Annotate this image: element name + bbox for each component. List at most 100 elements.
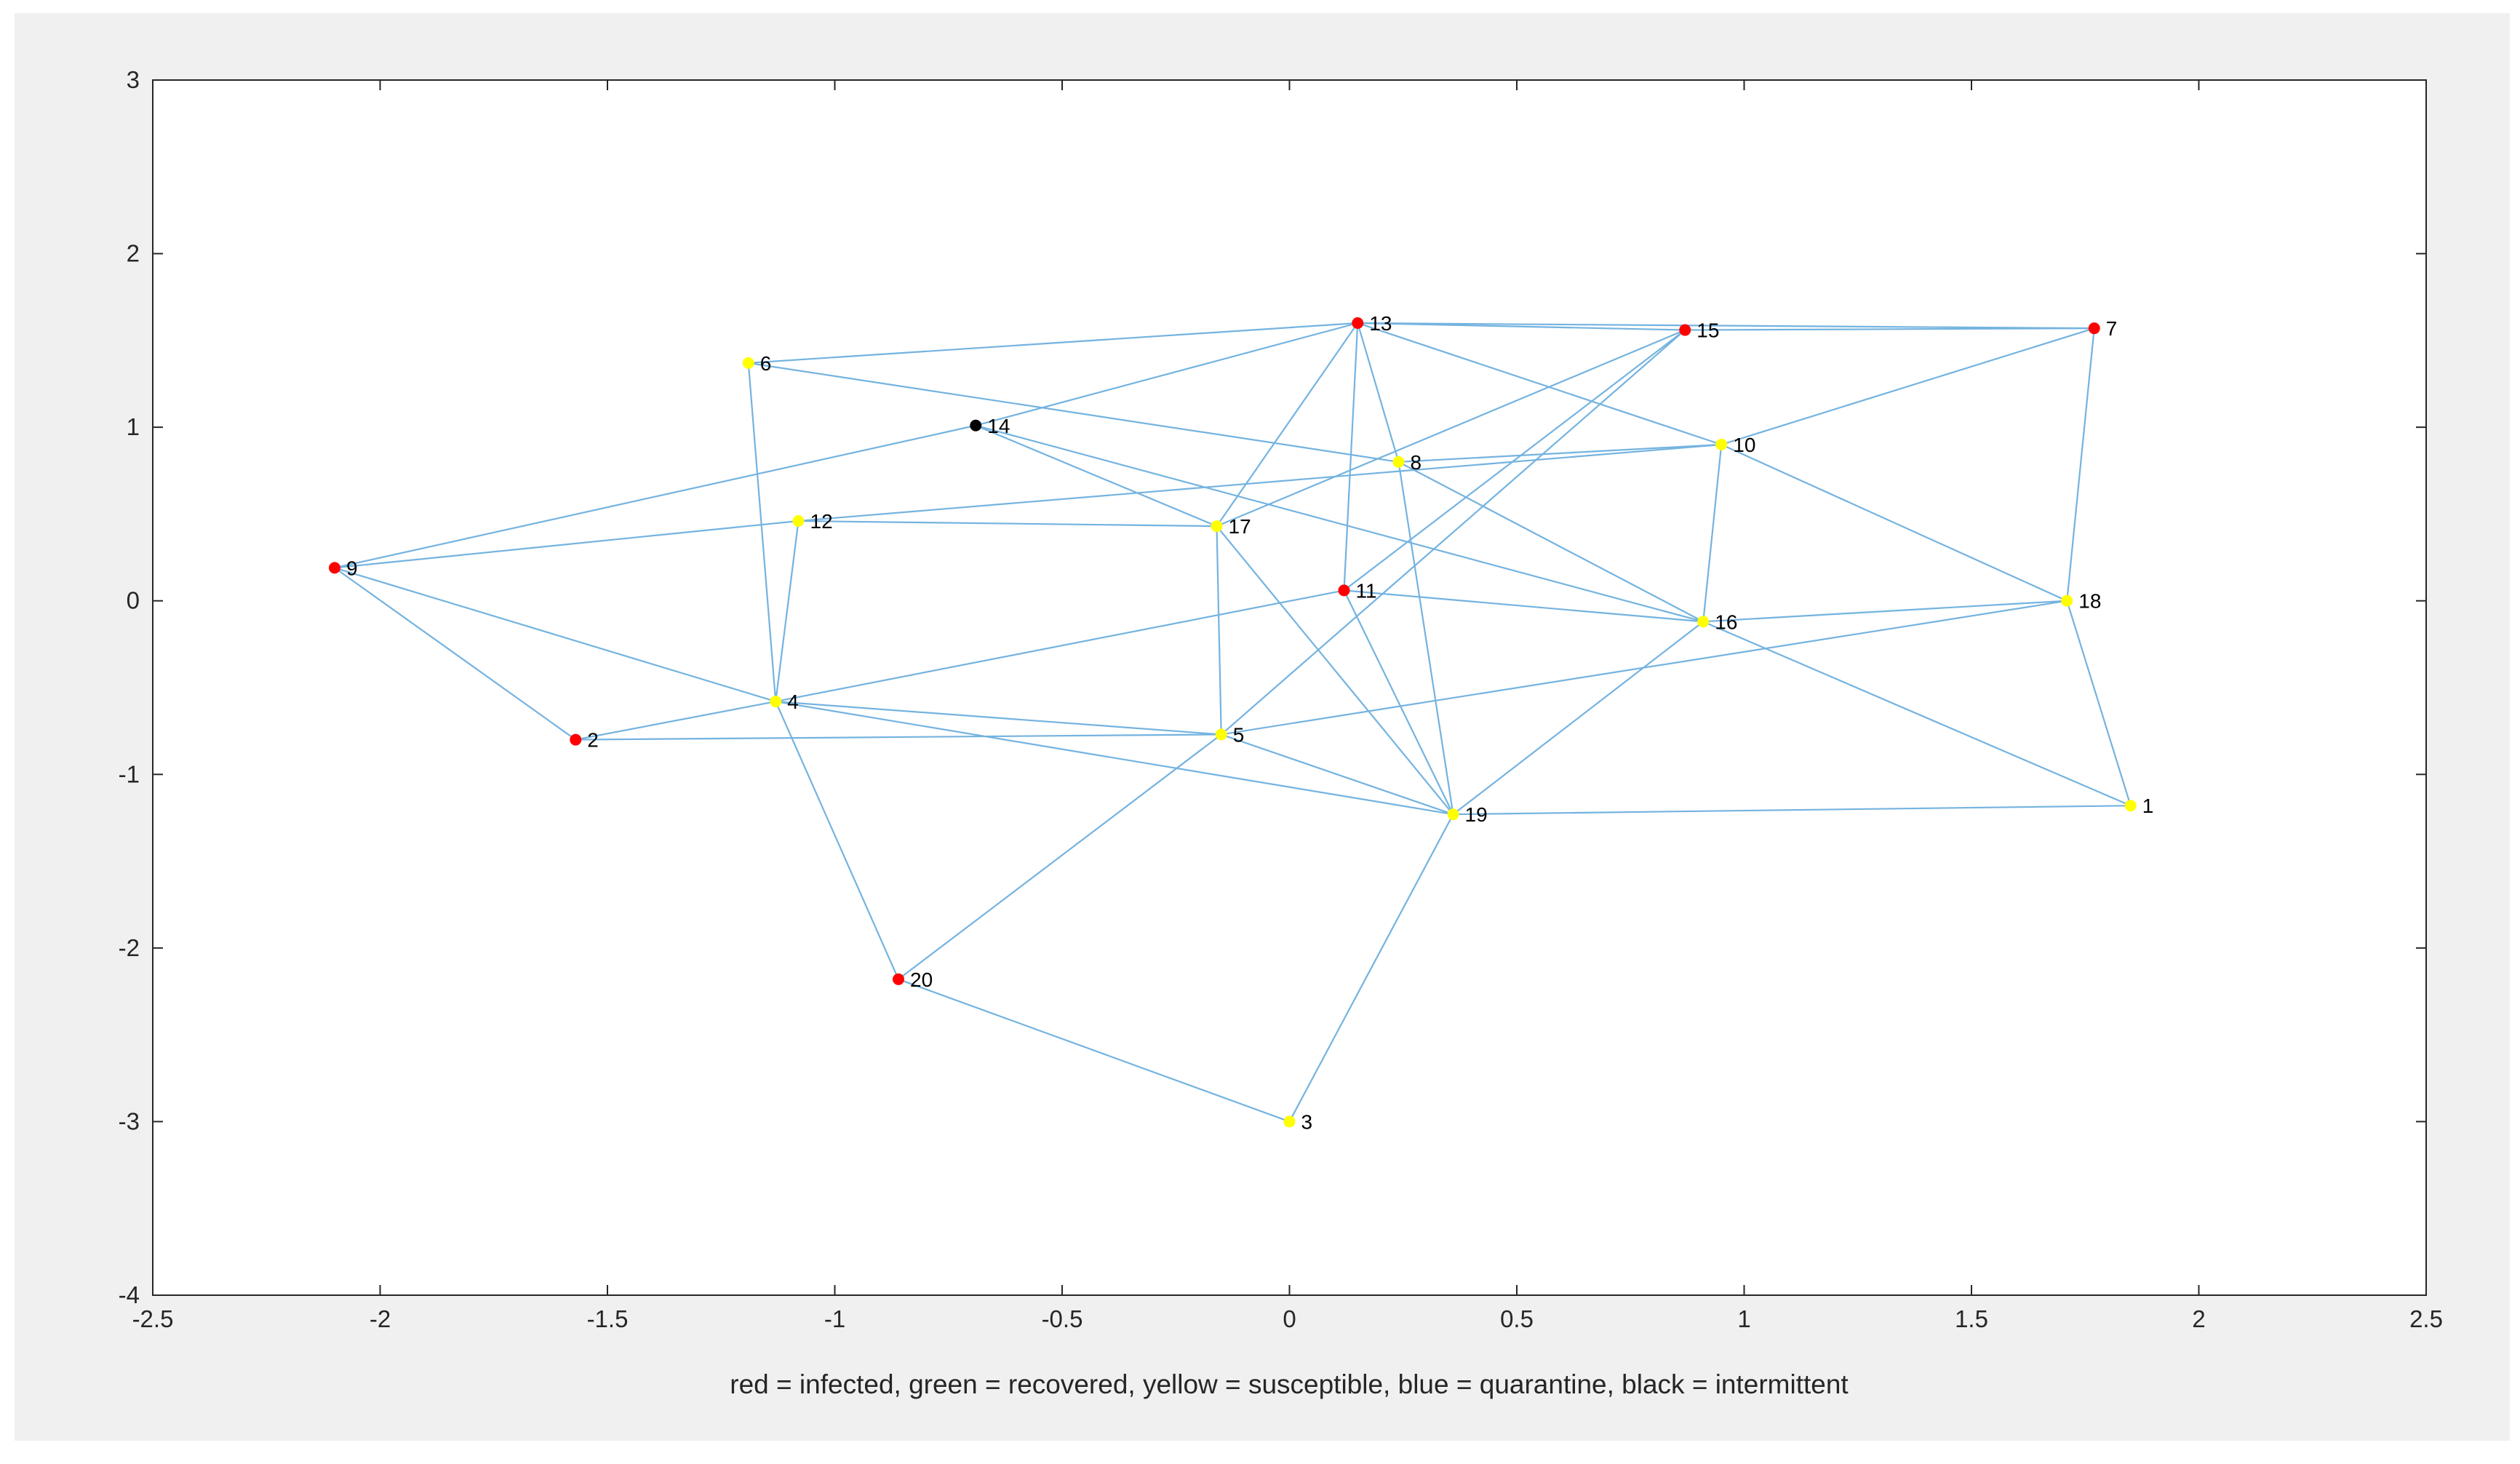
edge-4-2 bbox=[575, 701, 776, 741]
node-2 bbox=[570, 733, 582, 746]
edge-12-10 bbox=[798, 443, 1722, 522]
edge-10-18 bbox=[1720, 443, 2068, 602]
x-tick-label: -1 bbox=[824, 1305, 845, 1332]
edge-13-7 bbox=[1357, 322, 2094, 330]
node-label-17: 17 bbox=[1229, 515, 1251, 538]
edge-20-3 bbox=[898, 978, 1290, 1123]
node-label-1: 1 bbox=[2142, 795, 2154, 817]
y-tick-label: 3 bbox=[127, 66, 140, 93]
node-12 bbox=[792, 514, 805, 527]
node-label-2: 2 bbox=[587, 729, 599, 752]
node-19 bbox=[1447, 808, 1459, 821]
edge-6-8 bbox=[748, 362, 1399, 463]
edge-14-16 bbox=[975, 424, 1704, 623]
edge-7-18 bbox=[2066, 328, 2095, 601]
y-tick-label: -2 bbox=[119, 934, 140, 961]
node-label-13: 13 bbox=[1369, 312, 1392, 335]
edge-13-14 bbox=[975, 322, 1358, 426]
edge-8-19 bbox=[1397, 461, 1454, 815]
edge-13-11 bbox=[1343, 322, 1359, 591]
edge-17-5 bbox=[1216, 526, 1222, 735]
node-15 bbox=[1679, 324, 1691, 336]
node-label-11: 11 bbox=[1356, 579, 1377, 602]
node-3 bbox=[1283, 1115, 1296, 1128]
x-tick-label: 2 bbox=[2192, 1305, 2205, 1332]
node-label-4: 4 bbox=[787, 691, 799, 713]
node-label-8: 8 bbox=[1411, 451, 1422, 474]
edge-11-4 bbox=[775, 589, 1344, 703]
figure-window: 1 2 3 4 5 6 7 8 9 10 11 12 13 14 15 16 17 18 19 20 -2.5 -2 -1… bbox=[15, 13, 2510, 1441]
node-6 bbox=[742, 357, 754, 369]
node-13 bbox=[1352, 317, 1364, 329]
edge-12-17 bbox=[798, 520, 1217, 528]
node-label-6: 6 bbox=[760, 352, 772, 375]
edge-8-16 bbox=[1397, 461, 1704, 623]
edge-16-19 bbox=[1452, 621, 1704, 816]
edge-10-16 bbox=[1702, 444, 1723, 622]
y-tick-label: -3 bbox=[119, 1107, 140, 1134]
edge-4-20 bbox=[775, 701, 900, 980]
node-label-16: 16 bbox=[1715, 610, 1737, 633]
edge-17-19 bbox=[1216, 525, 1454, 815]
edge-15-11 bbox=[1343, 329, 1686, 592]
edge-15-17 bbox=[1216, 329, 1686, 528]
x-tick-label: -0.5 bbox=[1042, 1305, 1083, 1332]
edge-6-13 bbox=[748, 322, 1358, 364]
node-label-20: 20 bbox=[910, 968, 933, 991]
edge-8-10 bbox=[1398, 443, 1722, 463]
node-9 bbox=[329, 562, 340, 574]
node-17 bbox=[1211, 520, 1223, 533]
node-18 bbox=[2061, 594, 2073, 607]
y-tick-label: 2 bbox=[127, 240, 140, 267]
edge-18-5 bbox=[1221, 600, 2068, 736]
edge-1-19 bbox=[1453, 805, 2131, 816]
edge-13-10 bbox=[1357, 322, 1722, 446]
node-label-7: 7 bbox=[2106, 317, 2118, 340]
node-20 bbox=[893, 973, 904, 985]
y-tick-label: 1 bbox=[127, 413, 140, 440]
axes-background bbox=[153, 80, 2426, 1295]
edge-18-1 bbox=[2066, 600, 2132, 806]
edge-11-19 bbox=[1343, 589, 1454, 815]
node-1 bbox=[2124, 800, 2137, 812]
node-14 bbox=[970, 419, 982, 431]
edge-9-12 bbox=[334, 520, 799, 569]
node-label-5: 5 bbox=[1233, 723, 1245, 746]
x-tick-label: 1 bbox=[1737, 1305, 1750, 1332]
edge-7-10 bbox=[1720, 327, 2095, 446]
edge-15-5 bbox=[1221, 329, 1686, 736]
y-tick-label: -4 bbox=[119, 1281, 140, 1308]
edge-14-17 bbox=[975, 424, 1217, 528]
node-16 bbox=[1697, 616, 1710, 628]
edge-16-1 bbox=[1702, 621, 2132, 807]
nodes-layer bbox=[329, 317, 2137, 1128]
edge-16-18 bbox=[1703, 600, 2068, 623]
y-tick-label: 0 bbox=[127, 587, 140, 614]
edge-4-19 bbox=[775, 701, 1454, 816]
node-8 bbox=[1392, 455, 1405, 468]
x-tick-label: 0.5 bbox=[1500, 1305, 1534, 1332]
node-label-3: 3 bbox=[1301, 1110, 1313, 1133]
node-7 bbox=[2088, 322, 2100, 335]
node-label-12: 12 bbox=[810, 510, 833, 533]
node-label-18: 18 bbox=[2078, 590, 2101, 613]
edge-19-3 bbox=[1288, 813, 1454, 1122]
node-label-15: 15 bbox=[1696, 319, 1719, 342]
edges-layer bbox=[334, 322, 2132, 1123]
x-tick-label: -2 bbox=[370, 1305, 391, 1332]
y-tick-label: -1 bbox=[119, 760, 140, 787]
edge-4-5 bbox=[775, 700, 1221, 736]
edge-9-4 bbox=[334, 567, 776, 703]
node-label-10: 10 bbox=[1733, 434, 1755, 456]
edge-11-16 bbox=[1344, 589, 1704, 623]
node-10 bbox=[1715, 439, 1728, 450]
x-tick-label: 1.5 bbox=[1955, 1305, 1988, 1332]
edge-13-8 bbox=[1357, 322, 1400, 463]
x-tick-label: -2.5 bbox=[132, 1305, 174, 1332]
edge-5-19 bbox=[1221, 733, 1454, 816]
node-4 bbox=[770, 696, 782, 708]
edge-2-5 bbox=[575, 733, 1221, 741]
node-11 bbox=[1338, 584, 1350, 597]
